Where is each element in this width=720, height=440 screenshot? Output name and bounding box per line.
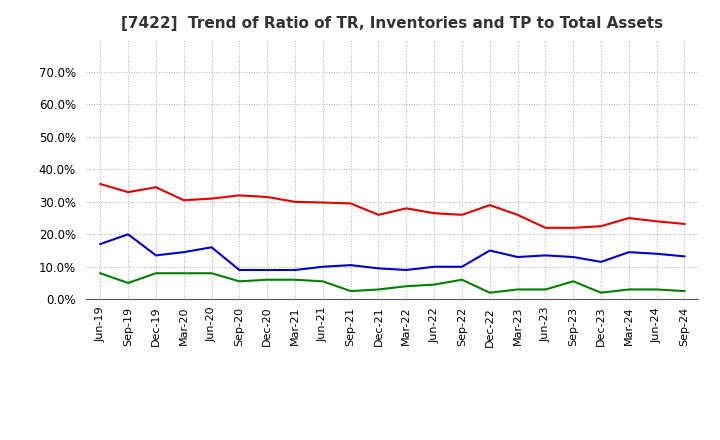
- Inventories: [430, 264, 438, 269]
- Trade Payables: [235, 279, 243, 284]
- Trade Receivables: [318, 200, 327, 205]
- Trade Receivables: [124, 190, 132, 195]
- Trade Payables: [597, 290, 606, 295]
- Line: Trade Receivables: Trade Receivables: [100, 184, 685, 228]
- Trade Receivables: [235, 193, 243, 198]
- Trade Payables: [541, 287, 550, 292]
- Trade Payables: [430, 282, 438, 287]
- Trade Payables: [680, 289, 689, 294]
- Trade Receivables: [96, 181, 104, 187]
- Trade Receivables: [513, 212, 522, 217]
- Trade Receivables: [346, 201, 355, 206]
- Title: [7422]  Trend of Ratio of TR, Inventories and TP to Total Assets: [7422] Trend of Ratio of TR, Inventories…: [122, 16, 663, 32]
- Trade Payables: [402, 284, 410, 289]
- Inventories: [235, 268, 243, 273]
- Trade Payables: [374, 287, 383, 292]
- Inventories: [318, 264, 327, 269]
- Trade Payables: [458, 277, 467, 282]
- Inventories: [124, 231, 132, 237]
- Inventories: [152, 253, 161, 258]
- Trade Payables: [652, 287, 661, 292]
- Line: Trade Payables: Trade Payables: [100, 273, 685, 293]
- Trade Payables: [318, 279, 327, 284]
- Trade Receivables: [541, 225, 550, 231]
- Inventories: [541, 253, 550, 258]
- Line: Inventories: Inventories: [100, 234, 685, 270]
- Inventories: [569, 254, 577, 260]
- Trade Receivables: [374, 212, 383, 217]
- Trade Receivables: [152, 185, 161, 190]
- Inventories: [291, 268, 300, 273]
- Trade Receivables: [485, 202, 494, 208]
- Trade Payables: [513, 287, 522, 292]
- Trade Payables: [263, 277, 271, 282]
- Trade Payables: [569, 279, 577, 284]
- Inventories: [624, 249, 633, 255]
- Inventories: [513, 254, 522, 260]
- Inventories: [458, 264, 467, 269]
- Trade Receivables: [207, 196, 216, 201]
- Trade Payables: [179, 271, 188, 276]
- Trade Payables: [207, 271, 216, 276]
- Trade Payables: [124, 280, 132, 286]
- Inventories: [485, 248, 494, 253]
- Inventories: [263, 268, 271, 273]
- Inventories: [179, 249, 188, 255]
- Trade Payables: [346, 289, 355, 294]
- Trade Receivables: [624, 216, 633, 221]
- Inventories: [96, 242, 104, 247]
- Trade Receivables: [291, 199, 300, 205]
- Inventories: [346, 263, 355, 268]
- Trade Receivables: [179, 198, 188, 203]
- Inventories: [597, 259, 606, 264]
- Trade Receivables: [430, 211, 438, 216]
- Inventories: [680, 254, 689, 259]
- Trade Receivables: [569, 225, 577, 231]
- Trade Receivables: [263, 194, 271, 200]
- Trade Payables: [96, 271, 104, 276]
- Trade Payables: [291, 277, 300, 282]
- Inventories: [402, 268, 410, 273]
- Inventories: [207, 245, 216, 250]
- Trade Receivables: [402, 205, 410, 211]
- Trade Payables: [485, 290, 494, 295]
- Inventories: [652, 251, 661, 257]
- Trade Receivables: [680, 221, 689, 227]
- Inventories: [374, 266, 383, 271]
- Trade Payables: [152, 271, 161, 276]
- Trade Receivables: [652, 219, 661, 224]
- Trade Payables: [624, 287, 633, 292]
- Trade Receivables: [458, 212, 467, 217]
- Trade Receivables: [597, 224, 606, 229]
